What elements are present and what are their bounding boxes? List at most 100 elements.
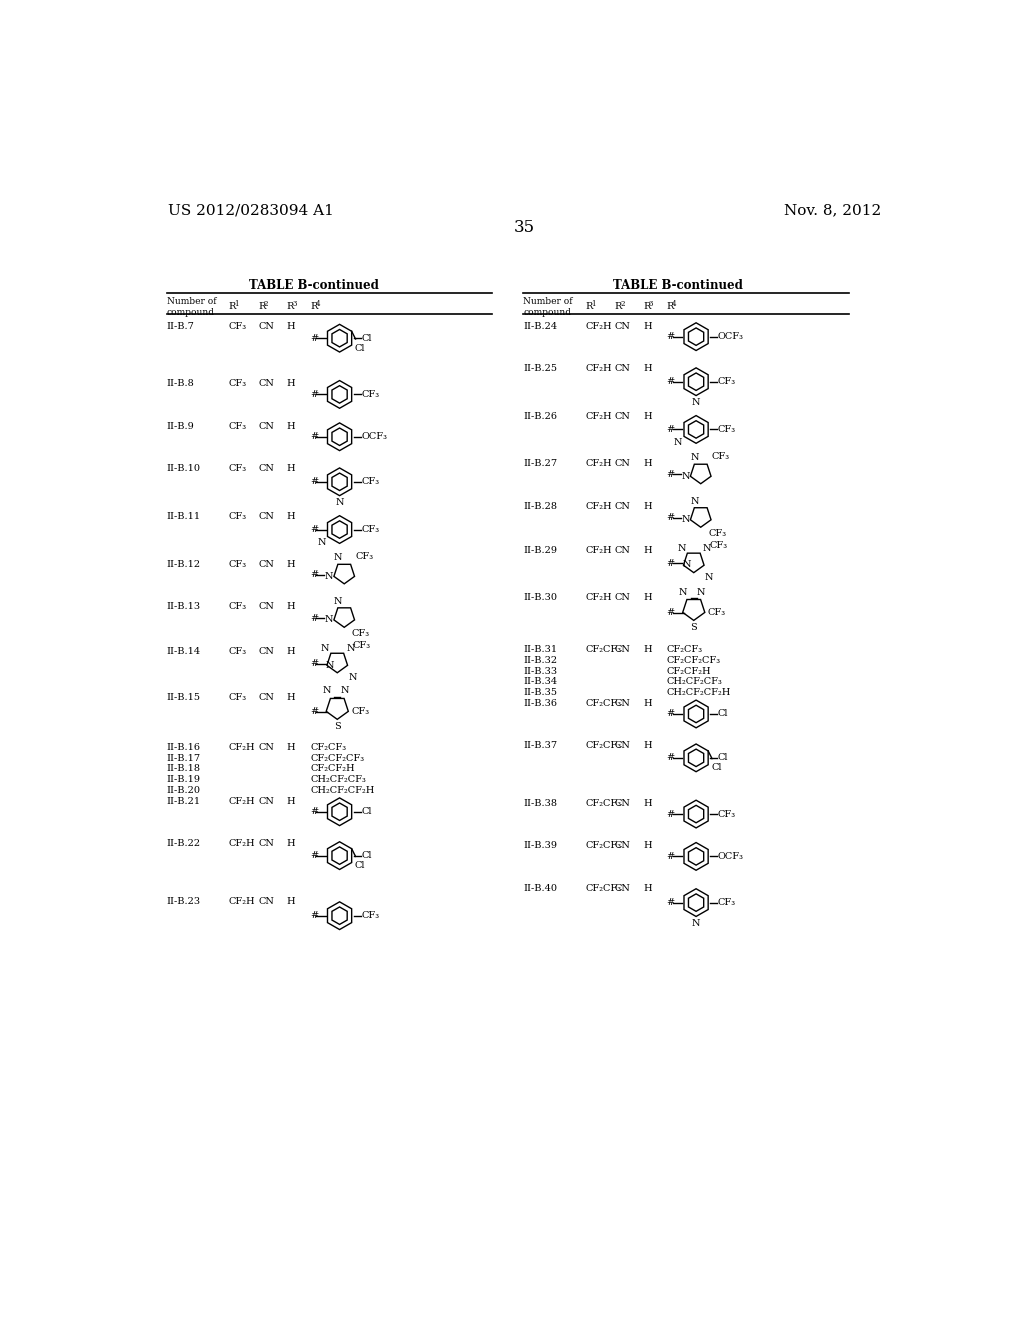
Text: N: N — [326, 660, 334, 669]
Text: #: # — [310, 614, 318, 623]
Text: H: H — [287, 422, 296, 430]
Text: #: # — [667, 470, 675, 479]
Text: S: S — [690, 623, 697, 632]
Text: R: R — [667, 302, 674, 310]
Text: CN: CN — [258, 465, 274, 473]
Text: CF₂CF₂H: CF₂CF₂H — [310, 764, 354, 774]
Text: 35: 35 — [514, 219, 536, 236]
Text: 1: 1 — [591, 300, 595, 308]
Text: #: # — [310, 525, 318, 535]
Text: N: N — [323, 686, 331, 696]
Text: CF₃: CF₃ — [228, 465, 247, 473]
Text: II-B.36: II-B.36 — [523, 700, 557, 708]
Text: CN: CN — [258, 379, 274, 388]
Text: II-B.31: II-B.31 — [523, 645, 557, 653]
Text: II-B.20: II-B.20 — [167, 785, 201, 795]
Text: H: H — [287, 797, 296, 805]
Text: CN: CN — [614, 593, 631, 602]
Text: R: R — [614, 302, 622, 310]
Text: II-B.22: II-B.22 — [167, 840, 201, 847]
Text: #: # — [310, 708, 318, 717]
Text: CH₂CF₂CF₃: CH₂CF₂CF₃ — [667, 677, 723, 686]
Text: CN: CN — [614, 645, 631, 653]
Text: CF₂CF₃: CF₂CF₃ — [586, 742, 622, 750]
Text: H: H — [643, 502, 652, 511]
Text: II-B.27: II-B.27 — [523, 459, 557, 469]
Text: II-B.23: II-B.23 — [167, 896, 201, 906]
Text: H: H — [643, 700, 652, 708]
Text: N: N — [690, 453, 698, 462]
Text: CF₂H: CF₂H — [586, 502, 612, 511]
Text: II-B.37: II-B.37 — [523, 742, 557, 750]
Text: Number of
compound: Number of compound — [167, 297, 216, 317]
Text: CF₃: CF₃ — [351, 708, 370, 717]
Text: CN: CN — [258, 896, 274, 906]
Text: #: # — [310, 478, 318, 486]
Text: CN: CN — [614, 459, 631, 469]
Text: Cl: Cl — [354, 343, 366, 352]
Text: N: N — [690, 496, 698, 506]
Text: R: R — [287, 302, 294, 310]
Text: #: # — [667, 898, 675, 907]
Text: N: N — [703, 544, 712, 553]
Text: N: N — [335, 498, 344, 507]
Text: Cl: Cl — [718, 754, 728, 763]
Text: H: H — [643, 459, 652, 469]
Text: II-B.25: II-B.25 — [523, 364, 557, 374]
Text: CN: CN — [614, 412, 631, 421]
Text: N: N — [692, 397, 700, 407]
Text: CN: CN — [258, 840, 274, 847]
Text: N: N — [679, 587, 687, 597]
Text: H: H — [287, 379, 296, 388]
Text: CF₂H: CF₂H — [228, 797, 255, 805]
Text: CH₂CF₂CF₃: CH₂CF₂CF₃ — [310, 775, 366, 784]
Text: H: H — [287, 602, 296, 611]
Text: CF₃: CF₃ — [361, 389, 380, 399]
Text: H: H — [287, 465, 296, 473]
Text: Cl: Cl — [361, 334, 372, 343]
Text: #: # — [310, 659, 318, 668]
Text: N: N — [681, 471, 690, 480]
Text: CF₃: CF₃ — [718, 809, 736, 818]
Text: II-B.9: II-B.9 — [167, 422, 195, 430]
Text: CF₃: CF₃ — [718, 378, 736, 387]
Text: H: H — [643, 799, 652, 808]
Text: 1: 1 — [234, 300, 239, 308]
Text: CF₂CF₃: CF₂CF₃ — [586, 884, 622, 892]
Text: II-B.40: II-B.40 — [523, 884, 557, 892]
Text: H: H — [643, 645, 652, 653]
Text: II-B.35: II-B.35 — [523, 688, 557, 697]
Text: CN: CN — [614, 364, 631, 374]
Text: CN: CN — [614, 322, 631, 330]
Text: H: H — [643, 742, 652, 750]
Text: N: N — [692, 919, 700, 928]
Text: R: R — [310, 302, 317, 310]
Text: CF₂H: CF₂H — [586, 364, 612, 374]
Text: II-B.19: II-B.19 — [167, 775, 201, 784]
Text: II-B.11: II-B.11 — [167, 512, 201, 521]
Text: CN: CN — [258, 602, 274, 611]
Text: #: # — [667, 754, 675, 763]
Text: #: # — [667, 425, 675, 434]
Text: CF₂CF₃: CF₂CF₃ — [586, 841, 622, 850]
Text: CN: CN — [258, 797, 274, 805]
Text: CF₃: CF₃ — [228, 422, 247, 430]
Text: Cl: Cl — [361, 808, 372, 816]
Text: N: N — [705, 573, 713, 582]
Text: H: H — [643, 884, 652, 892]
Text: CF₂H: CF₂H — [586, 546, 612, 556]
Text: CF₃: CF₃ — [709, 529, 727, 537]
Text: II-B.32: II-B.32 — [523, 656, 557, 665]
Text: II-B.17: II-B.17 — [167, 754, 201, 763]
Text: N: N — [325, 572, 334, 581]
Text: N: N — [674, 438, 682, 447]
Text: N: N — [682, 561, 690, 569]
Text: #: # — [310, 570, 318, 579]
Text: CN: CN — [258, 647, 274, 656]
Text: 2: 2 — [621, 300, 625, 308]
Text: #: # — [310, 851, 318, 861]
Text: OCF₃: OCF₃ — [361, 432, 387, 441]
Text: N: N — [346, 644, 355, 653]
Text: #: # — [310, 334, 318, 343]
Text: CF₃: CF₃ — [361, 478, 380, 486]
